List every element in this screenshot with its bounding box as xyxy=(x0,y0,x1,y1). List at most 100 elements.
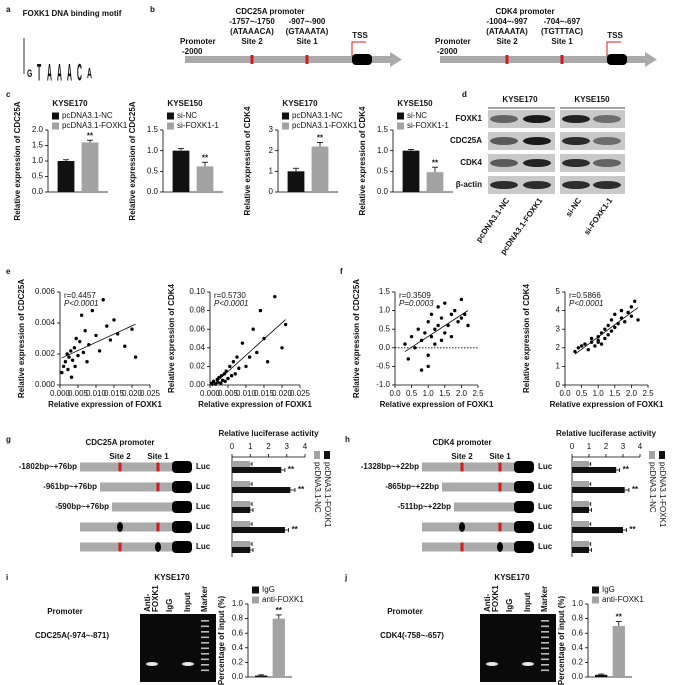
panel-letter: g xyxy=(6,435,11,444)
x-tick-label: 0.025 xyxy=(290,389,311,398)
point xyxy=(429,334,434,339)
y-tick-label: 2 xyxy=(556,343,561,352)
bar xyxy=(272,618,285,677)
point xyxy=(419,338,424,343)
bar xyxy=(57,161,75,192)
significance: ** xyxy=(288,465,295,474)
bar xyxy=(572,507,589,513)
point xyxy=(436,305,440,309)
motif-letter: A xyxy=(57,59,62,86)
x-tick-label: 0.015 xyxy=(104,389,125,398)
region-label: CDK4(-758~-657) xyxy=(380,631,444,640)
bar xyxy=(232,487,291,493)
x-tick-label: 0.000 xyxy=(50,389,71,398)
y-tick-label: -0.5 xyxy=(376,362,390,371)
point xyxy=(133,355,138,359)
point xyxy=(60,370,64,375)
promoter-label: Promoter xyxy=(387,607,423,616)
point xyxy=(426,364,430,369)
protein-label: CDC25A xyxy=(450,136,482,145)
site-mark xyxy=(118,542,122,552)
y-tick-label: 0.8 xyxy=(572,614,584,623)
lane-label: Anti- xyxy=(143,593,152,612)
band xyxy=(490,137,518,145)
band xyxy=(593,159,621,167)
point xyxy=(456,320,460,324)
promoter-line xyxy=(440,56,647,63)
legend-swatch xyxy=(252,586,259,594)
bar xyxy=(572,521,589,527)
legend-swatch xyxy=(314,451,320,459)
y-tick-label: 0.6 xyxy=(232,628,244,637)
y-tick-label: 2 xyxy=(269,146,274,155)
band xyxy=(490,159,518,167)
x-tick-label: 0.005 xyxy=(218,389,239,398)
y-tick-label: 1.5 xyxy=(147,125,159,134)
point xyxy=(244,364,248,369)
y-tick-label: 0.5 xyxy=(377,166,389,175)
mutated-site xyxy=(459,522,465,532)
point xyxy=(94,333,98,338)
y-tick-label: 1.0 xyxy=(147,146,159,155)
point xyxy=(449,312,454,317)
point xyxy=(596,334,600,339)
reporter-label: Luc xyxy=(196,462,211,471)
tss-box xyxy=(352,54,372,65)
reporter-label: Luc xyxy=(538,462,553,471)
point xyxy=(429,312,434,317)
x-tick-label: 0.020 xyxy=(272,389,293,398)
bar xyxy=(595,674,608,677)
construct-bar xyxy=(100,482,174,492)
point xyxy=(423,331,427,335)
y-tick-label: 1 xyxy=(269,166,274,175)
ladder-band xyxy=(201,669,209,672)
point xyxy=(255,350,259,355)
point xyxy=(217,375,221,380)
point xyxy=(613,325,617,330)
band xyxy=(562,137,590,145)
point xyxy=(105,324,109,328)
x-axis-label: Relative expression of FOXK1 xyxy=(48,400,162,409)
y-axis-label: Relative expression of CDC25A xyxy=(352,279,361,398)
p-value: P<0.0001 xyxy=(64,299,98,308)
ladder-band xyxy=(541,664,549,666)
point xyxy=(130,327,134,331)
panel-letter: b xyxy=(150,5,155,14)
legend-label: pcDNA3.1-NC xyxy=(648,462,657,513)
bar xyxy=(572,527,623,533)
protein-label: β-actin xyxy=(456,180,482,189)
y-tick-label: 1.5 xyxy=(379,287,391,296)
point xyxy=(463,312,467,317)
point xyxy=(90,308,95,313)
point xyxy=(226,376,230,381)
point xyxy=(72,346,77,350)
bar xyxy=(232,461,251,467)
group-label: KYSE150 xyxy=(574,95,610,104)
band xyxy=(523,137,551,145)
y-axis-label: Relative expression of CDK4 xyxy=(243,106,252,215)
point xyxy=(251,327,255,331)
promoter-start: Promoter xyxy=(435,37,471,46)
promoter-start: Promoter xyxy=(180,37,216,46)
site-label: Site 2 xyxy=(109,452,131,461)
y-axis-label: Relative expression of CDC25A xyxy=(128,101,137,220)
point xyxy=(443,331,447,335)
tss-arrow xyxy=(606,41,621,56)
x-tick-label: 0.025 xyxy=(140,389,161,398)
point xyxy=(626,310,630,315)
point xyxy=(231,360,236,364)
point xyxy=(606,323,610,328)
r-value: r=0.3509 xyxy=(399,291,431,300)
bar xyxy=(232,481,251,487)
x-tick-label: 2 xyxy=(604,442,609,451)
mutated-site xyxy=(155,542,161,552)
point xyxy=(219,374,224,378)
point xyxy=(213,382,218,386)
bar xyxy=(232,521,251,527)
point xyxy=(599,342,604,346)
point xyxy=(433,327,437,331)
site-label: Site 1 xyxy=(551,37,573,46)
y-tick-label: 0.2 xyxy=(232,658,244,667)
site-label: Site 1 xyxy=(296,37,318,46)
